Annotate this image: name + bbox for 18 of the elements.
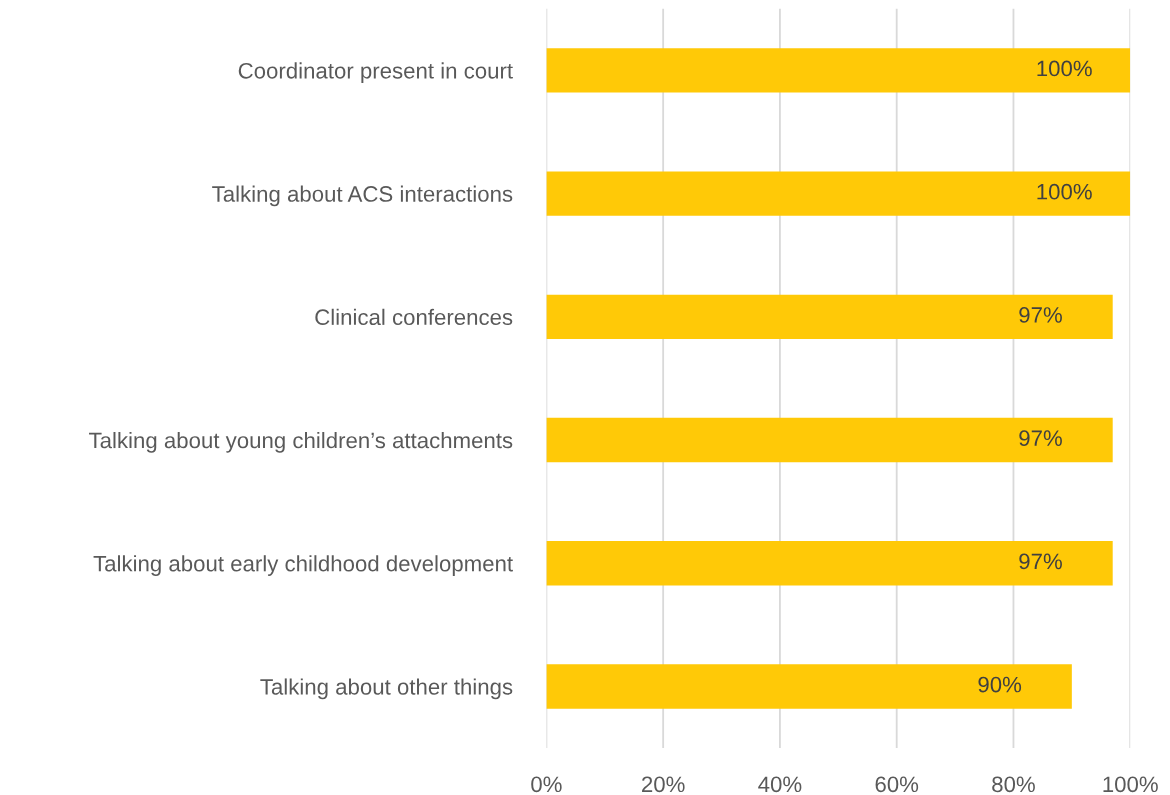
data-label: 100% — [1037, 183, 1092, 200]
data-label: 100% — [1037, 60, 1092, 77]
x-tick-label: 40% — [758, 776, 802, 793]
y-tick-label: Talking about other things — [260, 678, 513, 700]
y-tick-label: Talking about ACS interactions — [212, 185, 513, 207]
x-tick-label: 100% — [1103, 776, 1158, 793]
x-tick-label: 60% — [875, 776, 919, 793]
x-tick-label: 20% — [642, 776, 685, 793]
data-label: 97% — [1019, 553, 1062, 570]
y-tick-label: Clinical conferences — [315, 308, 513, 326]
y-tick-label: Coordinator present in court — [238, 62, 513, 84]
x-tick-label: 0% — [531, 776, 562, 793]
y-tick-label: Talking about young children’s attachments — [89, 431, 513, 453]
data-label: 97% — [1019, 430, 1062, 446]
x-tick-label: 80% — [992, 776, 1035, 793]
y-tick-label: Talking about early childhood development — [93, 555, 513, 576]
data-label: 97% — [1019, 307, 1062, 323]
data-label: 90% — [978, 676, 1022, 693]
